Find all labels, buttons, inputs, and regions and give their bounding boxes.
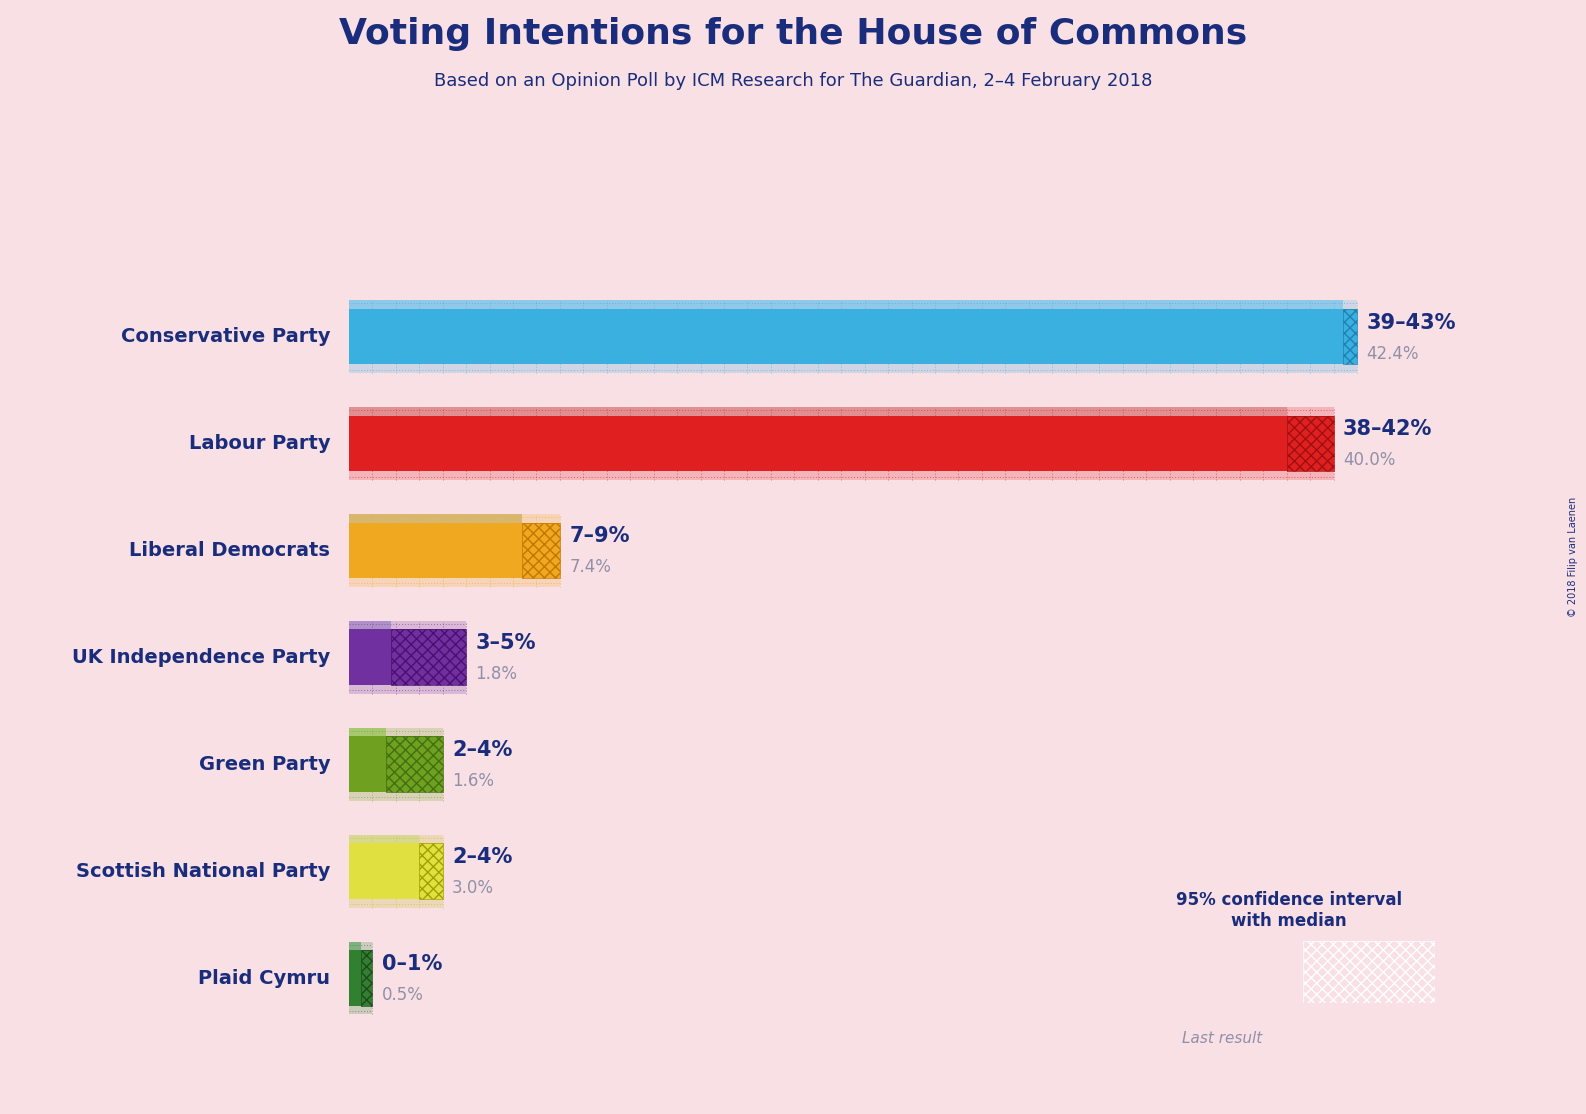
Bar xyxy=(349,941,373,1015)
Text: 40.0%: 40.0% xyxy=(1343,451,1396,469)
Bar xyxy=(522,522,560,578)
Text: Plaid Cymru: Plaid Cymru xyxy=(198,968,330,988)
Bar xyxy=(1343,309,1358,364)
Bar xyxy=(349,309,1343,364)
Bar xyxy=(387,736,442,792)
Bar xyxy=(392,629,466,685)
Text: 1.8%: 1.8% xyxy=(476,665,517,683)
Text: 7.4%: 7.4% xyxy=(569,558,611,576)
Text: 42.4%: 42.4% xyxy=(1367,344,1419,362)
Text: 0–1%: 0–1% xyxy=(382,955,442,974)
Bar xyxy=(392,629,466,685)
Bar xyxy=(349,727,442,801)
Text: 38–42%: 38–42% xyxy=(1343,420,1432,439)
Bar xyxy=(522,522,560,578)
Text: 1.6%: 1.6% xyxy=(452,772,495,790)
Bar xyxy=(349,300,1343,313)
Bar xyxy=(349,629,392,685)
Bar xyxy=(387,736,442,792)
Bar xyxy=(1286,416,1334,471)
Bar xyxy=(349,514,560,587)
Text: UK Independence Party: UK Independence Party xyxy=(71,647,330,667)
Text: 2–4%: 2–4% xyxy=(452,848,512,867)
Bar xyxy=(419,843,442,899)
Text: © 2018 Filip van Laenen: © 2018 Filip van Laenen xyxy=(1569,497,1578,617)
Bar xyxy=(349,620,466,694)
Text: Conservative Party: Conservative Party xyxy=(121,326,330,346)
Bar xyxy=(349,300,1358,373)
Text: Scottish National Party: Scottish National Party xyxy=(76,861,330,881)
Text: Liberal Democrats: Liberal Democrats xyxy=(130,540,330,560)
Bar xyxy=(349,843,419,899)
Bar xyxy=(349,522,522,578)
Bar xyxy=(419,843,442,899)
Bar xyxy=(349,834,442,908)
Bar xyxy=(349,950,360,1006)
Text: 7–9%: 7–9% xyxy=(569,527,630,546)
Text: Based on an Opinion Poll by ICM Research for The Guardian, 2–4 February 2018: Based on an Opinion Poll by ICM Research… xyxy=(435,72,1151,90)
Text: 0.5%: 0.5% xyxy=(382,986,423,1004)
Bar xyxy=(349,407,1334,480)
Bar xyxy=(349,727,387,741)
Bar xyxy=(1286,416,1334,471)
Bar xyxy=(349,416,1286,471)
Text: Labour Party: Labour Party xyxy=(189,433,330,453)
Bar xyxy=(360,950,373,1006)
Bar xyxy=(360,950,373,1006)
Bar xyxy=(349,620,392,634)
Text: Green Party: Green Party xyxy=(198,754,330,774)
Bar xyxy=(349,514,522,527)
Text: Voting Intentions for the House of Commons: Voting Intentions for the House of Commo… xyxy=(339,17,1247,51)
Text: 3.0%: 3.0% xyxy=(452,879,495,897)
Bar xyxy=(1343,309,1358,364)
Bar xyxy=(349,736,387,792)
Text: 3–5%: 3–5% xyxy=(476,634,536,653)
Bar xyxy=(349,407,1286,420)
Bar xyxy=(349,834,419,848)
Text: 39–43%: 39–43% xyxy=(1367,313,1456,332)
Text: 2–4%: 2–4% xyxy=(452,741,512,760)
Bar xyxy=(349,941,360,955)
Text: Last result: Last result xyxy=(1183,1032,1262,1046)
Text: 95% confidence interval
with median: 95% confidence interval with median xyxy=(1175,891,1402,930)
